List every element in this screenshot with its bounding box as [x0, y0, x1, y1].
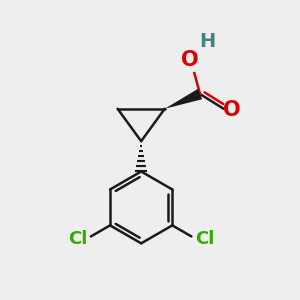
Text: Cl: Cl	[195, 230, 214, 248]
Text: H: H	[199, 32, 215, 51]
Text: O: O	[223, 100, 241, 120]
Text: O: O	[181, 50, 199, 70]
Text: Cl: Cl	[68, 230, 87, 248]
Polygon shape	[165, 89, 202, 109]
